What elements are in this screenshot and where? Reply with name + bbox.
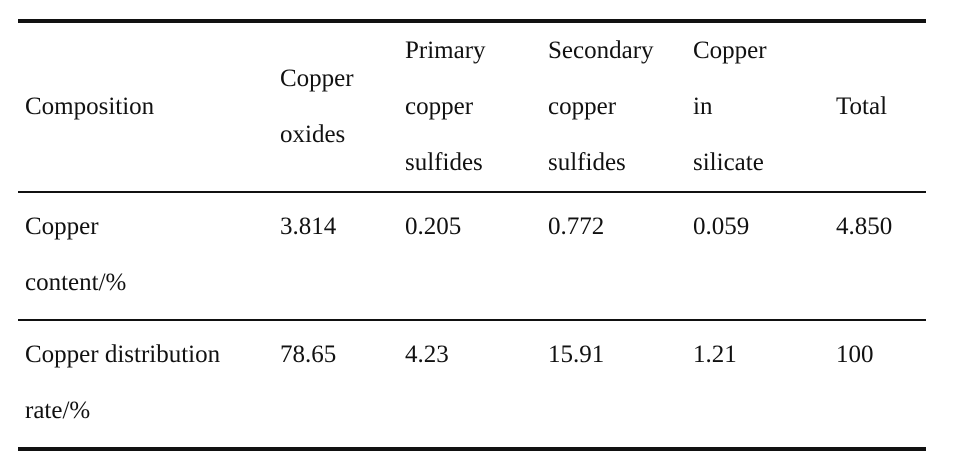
cell-text: Copper distribution rate/% bbox=[25, 341, 221, 424]
table-row: Copper content/% 3.814 0.205 0.772 0.059… bbox=[18, 192, 926, 320]
data-table: Composition Copper oxides Primary copper… bbox=[18, 19, 926, 451]
header-cell: Copper in silicate bbox=[693, 21, 836, 192]
table-cell: 0.205 bbox=[405, 213, 462, 240]
table-cell: 78.65 bbox=[280, 341, 337, 368]
table-cell: 1.21 bbox=[693, 341, 737, 368]
table-cell: 4.23 bbox=[405, 341, 449, 368]
table-cell: Copper content/% bbox=[18, 192, 280, 320]
header-cell: Composition bbox=[18, 21, 280, 192]
table-cell: 0.059 bbox=[693, 213, 750, 240]
table-cell: 0.772 bbox=[548, 213, 605, 240]
table-cell: Copper distribution rate/% bbox=[18, 320, 280, 449]
table-cell: 4.850 bbox=[836, 213, 893, 240]
header-text: Composition bbox=[25, 93, 155, 120]
header-text: Primary copper sulfides bbox=[405, 37, 486, 176]
table-row: Copper distribution rate/% 78.65 4.23 15… bbox=[18, 320, 926, 449]
table-cell: 15.91 bbox=[548, 341, 605, 368]
cell-text: Copper content/% bbox=[25, 213, 127, 296]
table-cell: 100 bbox=[836, 341, 874, 368]
header-text: Copper oxides bbox=[280, 65, 354, 148]
header-cell: Primary copper sulfides bbox=[405, 21, 548, 192]
header-cell: Copper oxides bbox=[280, 21, 405, 192]
header-cell: Secondary copper sulfides bbox=[548, 21, 693, 192]
header-row: Composition Copper oxides Primary copper… bbox=[18, 21, 926, 192]
table-cell: 3.814 bbox=[280, 213, 337, 240]
header-text: Secondary copper sulfides bbox=[548, 37, 654, 176]
header-cell: Total bbox=[836, 21, 926, 192]
header-text: Total bbox=[836, 93, 888, 120]
header-text: Copper in silicate bbox=[693, 37, 767, 176]
